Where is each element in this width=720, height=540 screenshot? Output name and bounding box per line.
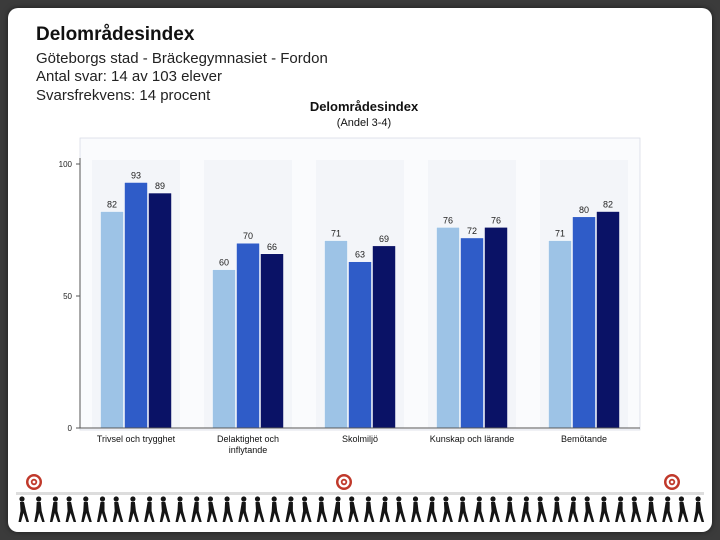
bar	[372, 245, 396, 429]
y-tick-label: 0	[68, 424, 73, 433]
walking-person-icon	[568, 496, 579, 522]
bar	[548, 240, 572, 429]
slide: Delområdesindex Göteborgs stad - Bräckeg…	[8, 8, 712, 532]
target-icon	[26, 474, 42, 490]
walking-person-icon	[583, 496, 595, 522]
data-label: 76	[491, 215, 501, 225]
y-tick-label: 100	[59, 160, 73, 169]
data-label: 70	[243, 231, 253, 241]
walking-person-icon	[489, 496, 500, 522]
walking-person-icon	[363, 496, 375, 522]
walking-person-icon	[646, 496, 657, 522]
bar	[348, 261, 372, 429]
data-label: 93	[131, 170, 141, 180]
data-label: 82	[603, 200, 613, 210]
bar	[572, 216, 596, 429]
x-tick-label: inflytande	[229, 445, 268, 455]
walking-person-icon	[662, 496, 673, 522]
data-label: 82	[107, 200, 117, 210]
walking-person-icon	[49, 496, 61, 522]
walking-person-icon	[97, 496, 108, 522]
walking-person-icon	[144, 496, 155, 522]
bar	[148, 192, 172, 429]
bar	[596, 211, 620, 429]
data-label: 60	[219, 258, 229, 268]
response-rate: Svarsfrekvens: 14 procent	[36, 87, 211, 104]
walking-person-icon	[159, 496, 171, 522]
data-label: 80	[579, 205, 589, 215]
walking-person-icon	[520, 496, 532, 522]
data-label: 71	[331, 229, 341, 239]
bar	[484, 227, 508, 429]
walking-person-icon	[552, 496, 563, 522]
chart-title: Delområdesindex	[310, 99, 419, 114]
data-label: 63	[355, 250, 365, 260]
walking-person-icon	[269, 496, 281, 522]
x-tick-label: Skolmiljö	[342, 434, 378, 444]
walking-person-icon	[677, 496, 689, 522]
data-label: 66	[267, 242, 277, 252]
bar	[260, 253, 284, 429]
target-icon	[664, 474, 680, 490]
survey-scope: Göteborgs stad - Bräckegymnasiet - Fordo…	[36, 50, 328, 67]
walking-person-icon	[411, 496, 422, 522]
walking-person-icon	[206, 496, 218, 522]
walking-person-icon	[65, 496, 77, 522]
data-label: 76	[443, 215, 453, 225]
bar	[324, 240, 348, 429]
walking-person-icon	[473, 496, 485, 522]
walking-person-icon	[301, 496, 312, 522]
walking-person-icon	[615, 496, 626, 522]
walking-person-icon	[395, 496, 406, 522]
response-count: Antal svar: 14 av 103 elever	[36, 68, 222, 85]
data-label: 69	[379, 234, 389, 244]
walking-person-icon	[81, 496, 92, 522]
bar	[100, 211, 124, 429]
walking-person-icon	[505, 496, 516, 522]
data-label: 89	[155, 181, 165, 191]
walking-person-icon	[175, 496, 186, 522]
footer-figures-strip	[16, 474, 705, 522]
x-tick-label: Trivsel och trygghet	[97, 434, 176, 444]
data-label: 72	[467, 226, 477, 236]
walking-person-icon	[458, 496, 469, 522]
bar	[212, 269, 236, 429]
target-icon	[336, 474, 352, 490]
walking-person-icon	[254, 496, 265, 522]
bar	[436, 227, 460, 429]
walking-person-icon	[348, 496, 359, 522]
walking-person-icon	[285, 496, 296, 522]
walking-person-icon	[316, 496, 328, 522]
data-label: 71	[555, 229, 565, 239]
walking-person-icon	[112, 496, 124, 522]
walking-person-icon	[536, 496, 548, 522]
chart-subtitle: (Andel 3-4)	[337, 117, 391, 129]
x-tick-label: Bemötande	[561, 434, 607, 444]
walking-person-icon	[426, 496, 438, 522]
x-tick-label: Delaktighet och	[217, 434, 279, 444]
bar	[236, 242, 260, 429]
walking-person-icon	[18, 496, 29, 522]
walking-person-icon	[191, 496, 202, 522]
walking-person-icon	[693, 496, 705, 522]
walking-person-icon	[630, 496, 642, 522]
x-tick-label: Kunskap och lärande	[430, 434, 515, 444]
walking-person-icon	[332, 496, 343, 522]
bar	[460, 237, 484, 429]
slide-title: Delområdesindex	[36, 24, 195, 45]
walking-person-icon	[379, 496, 391, 522]
walking-person-icon	[128, 496, 139, 522]
walking-person-icon	[222, 496, 234, 522]
walking-person-icon	[34, 496, 45, 522]
walking-person-icon	[238, 496, 249, 522]
bar-chart: Delområdesindex(Andel 3-4)2012Bräckegymn…	[59, 99, 641, 455]
walking-person-icon	[599, 496, 610, 522]
y-tick-label: 50	[63, 292, 72, 301]
walking-person-icon	[442, 496, 453, 522]
bar	[124, 182, 148, 429]
